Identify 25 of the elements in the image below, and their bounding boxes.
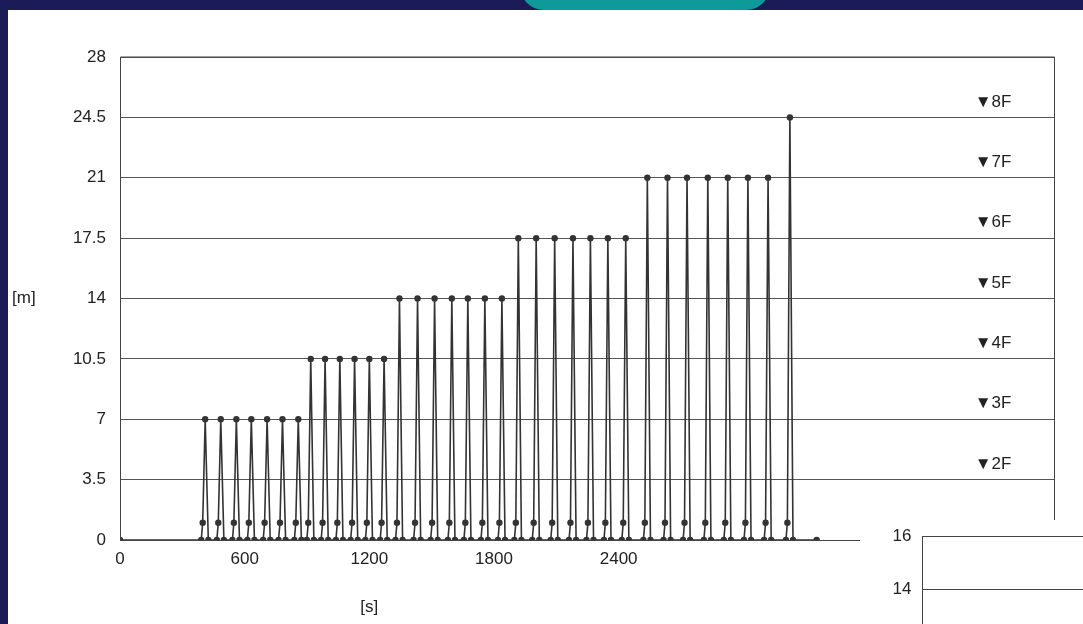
annotation: ▼8F	[974, 91, 1012, 111]
x-tick-label: 2400	[599, 548, 638, 568]
y-tick-label: 7	[96, 408, 106, 428]
annotation: ▼2F	[974, 453, 1012, 473]
y-tick-label: 10.5	[72, 348, 106, 368]
y-tick-label: 14	[87, 288, 106, 308]
annotation: ▼4F	[974, 333, 1012, 353]
y-tick-label: 21	[87, 167, 106, 187]
text: 14	[892, 579, 912, 599]
x-tick-label: 0	[115, 548, 125, 568]
annotation: ▼7F	[974, 151, 1012, 171]
annotation: ▼6F	[974, 212, 1012, 232]
x-tick-label: 1200	[350, 548, 389, 568]
y-axis-title: [m]	[12, 288, 36, 308]
y-tick-label: 28	[87, 46, 106, 66]
y-tick-label: 17.5	[72, 227, 106, 247]
x-tick-label: 1800	[475, 548, 513, 568]
annotation: 16	[892, 526, 912, 546]
annotation: ▼5F	[974, 272, 1012, 292]
annotation: ▼3F	[974, 393, 1012, 413]
x-axis-title: [s]	[360, 596, 379, 616]
y-tick-label: 24.5	[72, 107, 106, 127]
y-tick-label: 0	[96, 529, 106, 549]
y-tick-label: 3.5	[82, 469, 106, 489]
x-tick-label: 600	[230, 548, 259, 568]
